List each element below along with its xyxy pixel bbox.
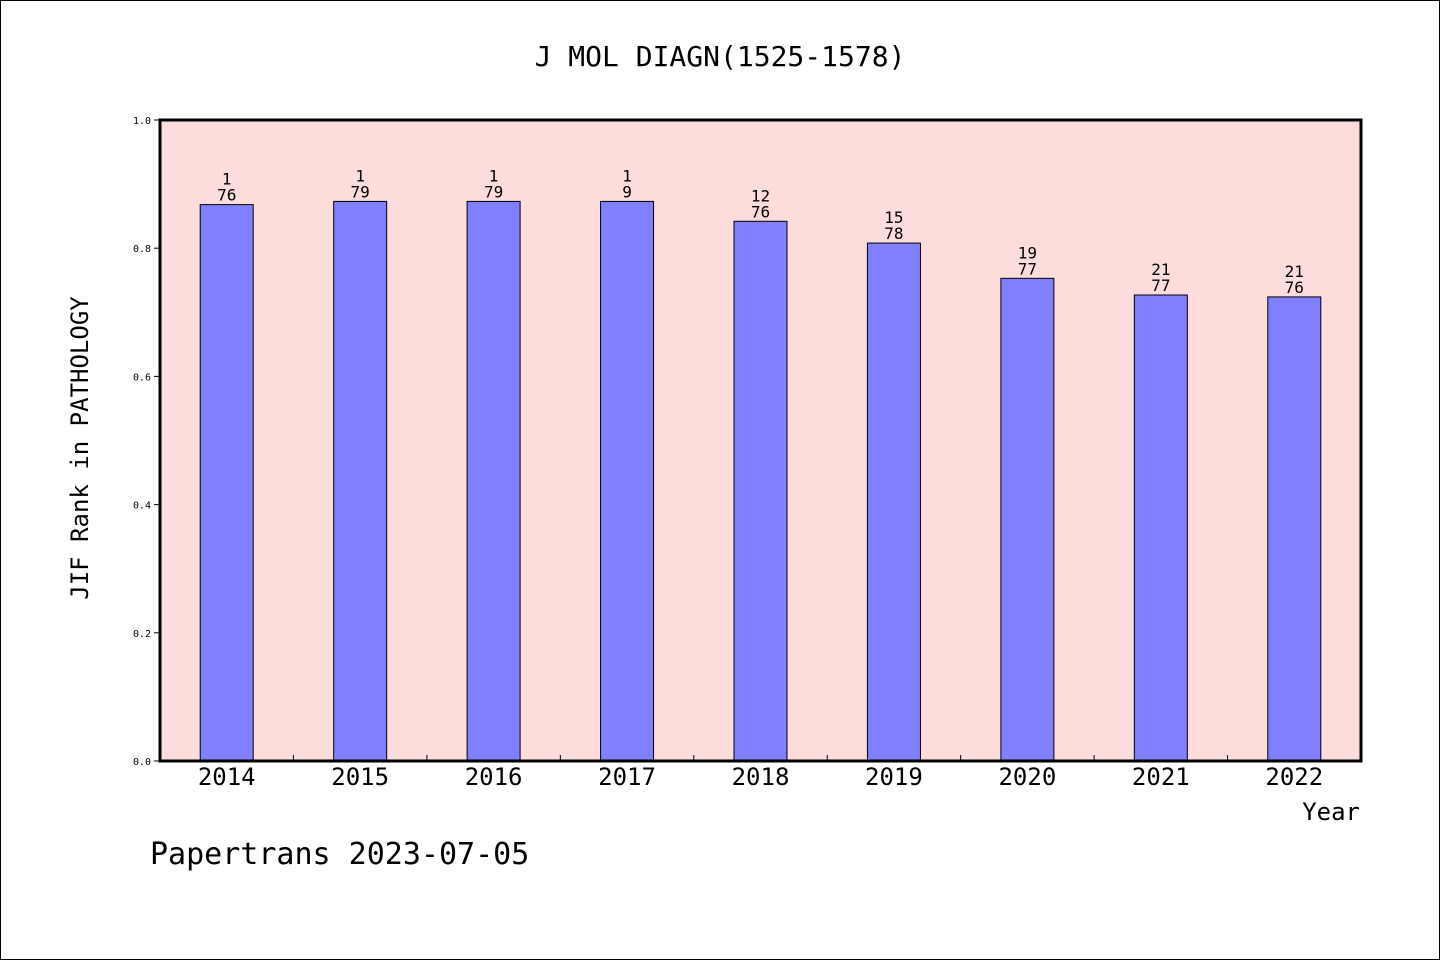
footer-watermark: Papertrans 2023-07-05: [150, 837, 529, 872]
bar-2017: [600, 200, 655, 762]
x-tick-label-2017: 2017: [598, 763, 656, 791]
bar-2018: [733, 220, 788, 762]
x-axis-label: Year: [1302, 798, 1360, 826]
bar-label-rank-2015: 1: [355, 166, 365, 185]
bar-2022: [1267, 296, 1322, 762]
x-tick-label-2018: 2018: [732, 763, 790, 791]
y-tick-label: 0.6: [133, 372, 151, 383]
bar-label-total-2014: 76: [217, 186, 236, 205]
bar-label-rank-2021: 21: [1151, 260, 1170, 279]
bar-label-total-2021: 77: [1151, 276, 1170, 295]
x-tick-label-2014: 2014: [198, 763, 256, 791]
y-tick-label: 1.0: [133, 116, 151, 127]
bar-label-rank-2020: 19: [1018, 243, 1037, 262]
y-tick-label: 0.8: [133, 244, 151, 255]
y-axis-label: JIF Rank in PATHOLOGY: [66, 296, 94, 600]
bar-label-total-2019: 78: [884, 224, 903, 243]
bar-label-total-2022: 76: [1285, 278, 1304, 297]
chart-title: J MOL DIAGN(1525-1578): [535, 40, 906, 73]
bar-label-rank-2022: 21: [1285, 262, 1304, 281]
bar-label-total-2018: 76: [751, 202, 770, 221]
x-axis-ticks: 2014 2015 2016 2017 2018 2019 2020 2021 2022: [198, 755, 1323, 791]
bar-label-rank-2019: 15: [884, 208, 903, 227]
bar-label-rank-2018: 12: [751, 186, 770, 205]
bar-label-rank-2016: 1: [489, 166, 499, 185]
x-tick-label-2021: 2021: [1132, 763, 1190, 791]
bar-2019: [866, 242, 921, 762]
x-tick-label-2019: 2019: [865, 763, 923, 791]
bar-2020: [1000, 277, 1055, 762]
bar-label-total-2015: 79: [351, 182, 370, 201]
bar-2015: [333, 200, 388, 762]
bar-2014: [199, 204, 254, 762]
bar-label-total-2017: 9: [622, 182, 632, 201]
y-tick-label: 0.2: [133, 629, 151, 640]
bar-2021: [1133, 294, 1188, 762]
bar-label-rank-2014: 1: [222, 170, 232, 189]
bar-label-total-2016: 79: [484, 182, 503, 201]
x-tick-label-2015: 2015: [331, 763, 389, 791]
plot-border: [158, 118, 1363, 763]
y-tick-label: 0.4: [133, 501, 151, 512]
bar-label-rank-2017: 1: [622, 166, 632, 185]
x-tick-label-2022: 2022: [1265, 763, 1323, 791]
bar-2016: [466, 200, 521, 762]
x-tick-label-2016: 2016: [465, 763, 523, 791]
y-tick-label: 0.0: [133, 757, 151, 768]
bar-label-total-2020: 77: [1018, 259, 1037, 278]
x-tick-label-2020: 2020: [998, 763, 1056, 791]
y-axis-ticks: 0.0 0.2 0.4 0.6 0.8 1.0: [133, 116, 160, 768]
